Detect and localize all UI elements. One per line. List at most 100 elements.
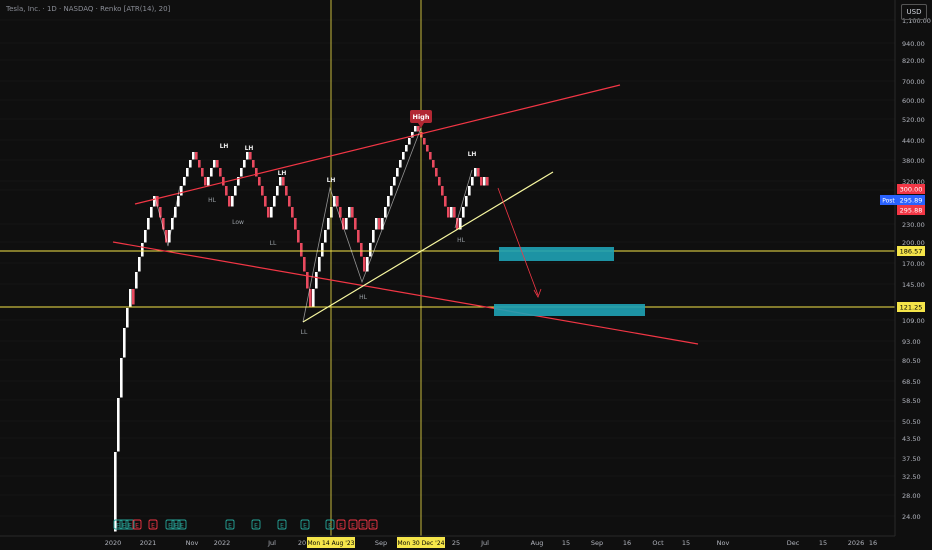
structure-label: HL: [457, 237, 466, 244]
renko-brick: [318, 257, 321, 272]
renko-brick: [387, 196, 390, 207]
projection-arrow[interactable]: [497, 187, 539, 296]
earnings-event-marker[interactable]: [300, 519, 310, 530]
price-tick-label: 145.00: [902, 281, 925, 289]
renko-brick: [432, 160, 435, 168]
earnings-event-marker[interactable]: [177, 519, 187, 530]
renko-bricks: [114, 126, 489, 532]
renko-brick: [336, 196, 339, 207]
renko-brick: [486, 177, 489, 186]
earnings-event-marker[interactable]: [171, 519, 181, 530]
renko-brick: [357, 230, 360, 243]
renko-brick: [285, 186, 288, 196]
price-tick-label: 1,100.00: [902, 17, 931, 25]
renko-brick: [360, 243, 363, 257]
earnings-event-marker[interactable]: [119, 519, 129, 530]
event-marker-label: E: [122, 523, 126, 530]
earnings-event-marker[interactable]: [132, 519, 142, 530]
event-marker-label: E: [135, 523, 139, 530]
renko-brick: [192, 152, 195, 160]
price-tick-label: 93.00: [902, 338, 921, 346]
drawings[interactable]: [0, 0, 895, 536]
earnings-event-marker[interactable]: [277, 519, 287, 530]
renko-brick: [342, 218, 345, 230]
renko-brick: [450, 207, 453, 218]
time-axis[interactable]: 2020 2021 Nov 2022 Jul 20 Sep 25 Jul Aug 15 Sep 16 Oc…: [0, 535, 895, 547]
price-tick-label: 32.50: [902, 473, 921, 481]
renko-brick: [246, 152, 249, 160]
renko-brick: [381, 218, 384, 230]
renko-brick: [447, 207, 450, 218]
structure-label: Low: [232, 219, 244, 226]
renko-brick: [201, 168, 204, 177]
renko-brick: [135, 272, 138, 289]
earnings-event-marker[interactable]: [325, 519, 335, 530]
earnings-event-marker[interactable]: [368, 519, 378, 530]
renko-brick: [144, 230, 147, 243]
upper-trendline[interactable]: [134, 84, 621, 205]
price-axis[interactable]: 1,100.00 940.00 820.00 700.00 600.00 520.00 44…: [894, 0, 931, 536]
event-marker-label: E: [174, 523, 178, 530]
earnings-event-marker[interactable]: [336, 519, 346, 530]
earnings-event-marker[interactable]: [165, 519, 175, 530]
renko-brick: [468, 186, 471, 196]
renko-brick: [150, 207, 153, 218]
renko-brick: [141, 243, 144, 257]
price-tick-label: 520.00: [902, 116, 925, 124]
renko-brick: [411, 132, 414, 138]
time-tick-label: 2020: [105, 539, 122, 547]
earnings-event-marker[interactable]: [358, 519, 368, 530]
renko-brick: [372, 230, 375, 243]
renko-brick: [306, 272, 309, 289]
renko-brick: [153, 196, 156, 207]
lower-trendline[interactable]: [112, 241, 699, 345]
renko-brick: [228, 196, 231, 207]
renko-brick: [345, 218, 348, 230]
renko-brick: [483, 177, 486, 186]
earnings-event-marker[interactable]: [348, 519, 358, 530]
renko-brick: [324, 230, 327, 243]
renko-brick: [282, 177, 285, 186]
structure-label: HL: [359, 294, 368, 301]
renko-brick: [138, 257, 141, 272]
rising-support-line[interactable]: [302, 171, 554, 323]
earnings-event-marker[interactable]: [251, 519, 261, 530]
price-label-text: 295.88: [900, 207, 923, 215]
renko-brick: [207, 177, 210, 186]
structure-label: LH: [245, 145, 254, 152]
structure-label: LL: [270, 240, 277, 247]
earnings-event-marker[interactable]: [148, 519, 158, 530]
renko-brick: [186, 168, 189, 177]
event-marker-label: E: [180, 523, 184, 530]
time-tick-label: Jul: [480, 539, 489, 547]
renko-brick: [183, 177, 186, 186]
time-tick-label: Nov: [717, 539, 730, 547]
structure-label: LH: [468, 151, 477, 158]
renko-brick: [327, 218, 330, 230]
price-tick-label: 68.50: [902, 378, 921, 386]
earnings-event-marker[interactable]: [225, 519, 235, 530]
renko-brick: [375, 218, 378, 230]
target-zone-upper[interactable]: [499, 247, 614, 261]
currency-button[interactable]: USD: [901, 4, 927, 20]
grid: [0, 19, 895, 517]
renko-brick: [117, 398, 120, 452]
renko-brick: [177, 196, 180, 207]
earnings-event-marker[interactable]: [113, 519, 123, 530]
renko-brick: [465, 196, 468, 207]
time-tick-label: Nov: [186, 539, 199, 547]
renko-brick: [477, 168, 480, 177]
renko-brick: [195, 152, 198, 160]
renko-brick: [321, 243, 324, 257]
earnings-event-marker[interactable]: [125, 519, 135, 530]
renko-brick: [291, 207, 294, 218]
renko-brick: [231, 196, 234, 207]
price-tick-label: 37.50: [902, 455, 921, 463]
target-zone-lower[interactable]: [494, 304, 645, 316]
renko-brick: [168, 230, 171, 243]
renko-brick: [255, 168, 258, 177]
renko-brick: [120, 358, 123, 398]
